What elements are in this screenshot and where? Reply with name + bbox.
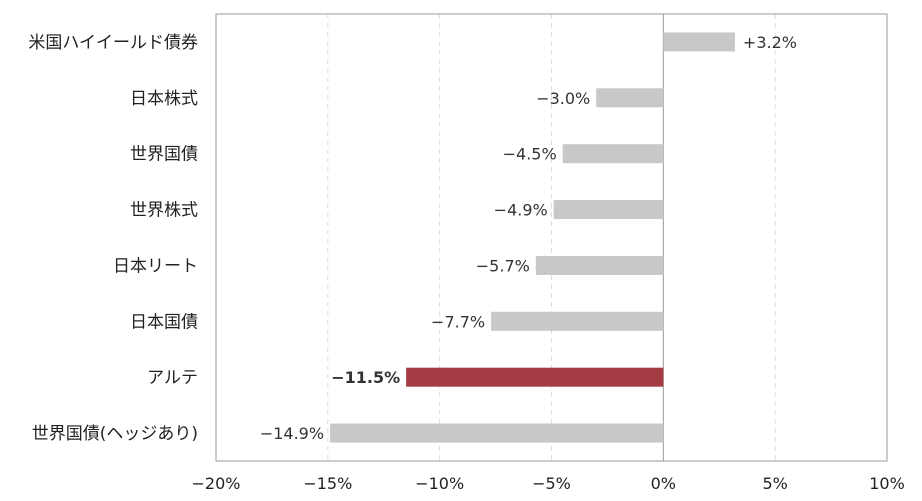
x-tick-label: −10% xyxy=(415,474,464,493)
data-label: −4.9% xyxy=(494,201,548,220)
bar xyxy=(663,32,735,52)
data-label: +3.2% xyxy=(743,33,797,52)
plot-frame xyxy=(215,13,888,462)
data-label: −5.7% xyxy=(476,256,530,275)
data-label: −4.5% xyxy=(503,145,557,164)
category-label: 米国ハイイールド債券 xyxy=(28,33,198,53)
bar xyxy=(596,88,664,108)
category-label: アルテ xyxy=(147,368,198,388)
x-tick-label: −20% xyxy=(192,474,241,493)
bar xyxy=(562,144,664,164)
category-label: 世界株式 xyxy=(130,201,198,221)
category-label: 日本リート xyxy=(113,256,198,276)
bar xyxy=(330,423,664,443)
bar xyxy=(406,367,664,387)
x-tick-label: −5% xyxy=(532,474,571,493)
bar xyxy=(535,255,664,275)
category-label: 世界国債 xyxy=(130,145,198,165)
x-tick-label: 5% xyxy=(762,474,787,493)
bar xyxy=(553,200,664,220)
category-label: 日本国債 xyxy=(130,312,198,332)
data-label: −14.9% xyxy=(260,424,324,443)
data-label: −11.5% xyxy=(331,368,400,387)
data-label: −7.7% xyxy=(431,312,485,331)
x-tick-label: −15% xyxy=(303,474,352,493)
category-label: 世界国債(ヘッジあり) xyxy=(32,424,198,444)
category-label: 日本株式 xyxy=(130,89,198,109)
x-tick-label: 0% xyxy=(651,474,676,493)
data-label: −3.0% xyxy=(536,89,590,108)
bar xyxy=(491,311,664,331)
x-tick-label: 10% xyxy=(869,474,905,493)
